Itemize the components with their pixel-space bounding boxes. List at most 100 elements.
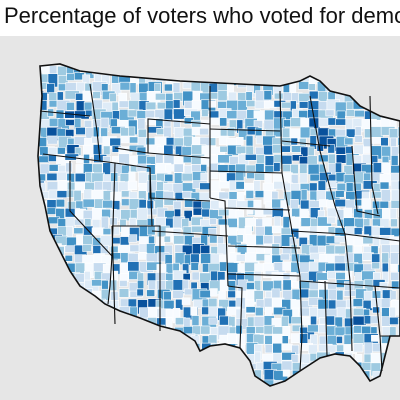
county-cell	[137, 334, 149, 350]
county-cell	[335, 378, 345, 386]
county-cell	[137, 55, 145, 62]
county-cell	[110, 270, 119, 282]
county-cell	[128, 234, 138, 243]
county-cell	[83, 189, 92, 200]
county-cell	[316, 64, 325, 65]
county-cell	[56, 281, 69, 296]
county-cell	[146, 390, 154, 400]
county-cell	[47, 135, 58, 145]
county-cell	[100, 353, 110, 369]
county-cell	[38, 317, 49, 331]
county-cell	[246, 372, 255, 382]
county-cell	[109, 361, 118, 375]
county-cell	[326, 216, 336, 224]
county-cell	[111, 352, 126, 366]
county-cell	[317, 308, 327, 319]
county-cell	[40, 308, 50, 316]
county-cell	[318, 381, 328, 386]
county-cell	[73, 218, 85, 226]
county-cell	[244, 64, 257, 70]
county-cell	[127, 180, 138, 190]
county-cell	[66, 299, 76, 312]
county-cell	[371, 55, 379, 62]
county-cell	[211, 64, 223, 68]
county-cell	[280, 253, 290, 261]
county-cell	[391, 369, 400, 382]
county-cell	[379, 181, 390, 190]
county-cell	[372, 306, 380, 314]
county-cell	[354, 92, 370, 102]
county-cell	[325, 64, 339, 69]
county-cell	[389, 316, 400, 325]
county-cell	[166, 380, 174, 386]
country-outline	[37, 63, 400, 387]
county-cell	[217, 90, 228, 102]
state-border	[89, 83, 101, 162]
county-cell	[361, 73, 375, 87]
county-cell	[235, 137, 244, 146]
state-border	[224, 207, 291, 211]
county-cell	[227, 290, 236, 299]
county-cell	[110, 389, 121, 397]
county-cell	[66, 102, 75, 111]
county-cell	[253, 270, 262, 282]
county-cell	[200, 244, 211, 255]
state-border	[349, 280, 353, 352]
county-cell	[48, 334, 57, 349]
county-cell	[318, 362, 330, 373]
county-cell	[66, 225, 73, 238]
county-cell	[84, 299, 94, 311]
state-borders	[39, 83, 400, 372]
state-border	[379, 335, 383, 372]
county-cell	[56, 326, 69, 338]
county-cell	[263, 389, 278, 400]
county-cell	[58, 361, 67, 376]
county-cell	[245, 190, 254, 199]
county-cell	[391, 335, 400, 351]
county-cell	[389, 64, 400, 78]
county-cell	[337, 74, 348, 86]
county-cell	[65, 129, 75, 137]
county-cell	[48, 343, 61, 355]
county-cell	[397, 318, 400, 325]
county-cell	[245, 64, 259, 75]
county-cell	[389, 208, 398, 221]
county-cell	[318, 371, 331, 381]
state-border	[149, 168, 211, 202]
county-cell	[48, 308, 56, 321]
county-cell	[29, 344, 36, 356]
county-cell	[344, 390, 351, 398]
county-cell	[201, 64, 213, 66]
county-cell	[208, 297, 218, 308]
county-cell	[83, 389, 91, 396]
county-cell	[299, 288, 310, 299]
county-cell	[192, 64, 207, 70]
county-cell	[254, 172, 266, 181]
county-cell	[397, 264, 400, 279]
county-cell	[335, 336, 343, 344]
county-cell	[238, 370, 251, 385]
county-cell	[397, 325, 400, 341]
county-cell	[182, 190, 193, 199]
county-cell	[38, 244, 41, 260]
county-cell	[236, 379, 251, 386]
county-cell	[397, 126, 400, 137]
county-cell	[38, 289, 43, 301]
county-cell	[38, 272, 51, 283]
state-border	[369, 95, 379, 215]
county-cell	[136, 352, 144, 366]
county-cell	[371, 342, 382, 353]
county-cell	[352, 380, 364, 386]
county-cell	[182, 361, 195, 377]
county-cell	[345, 380, 359, 386]
county-cell	[228, 351, 240, 365]
county-cell	[326, 369, 340, 377]
county-cell	[127, 261, 140, 272]
county-cell	[58, 390, 66, 400]
county-cell	[237, 64, 248, 71]
county-cell	[82, 244, 92, 252]
county-cell	[370, 326, 378, 335]
county-cell	[100, 127, 108, 137]
county-cell	[146, 369, 159, 379]
county-cell	[172, 99, 181, 109]
